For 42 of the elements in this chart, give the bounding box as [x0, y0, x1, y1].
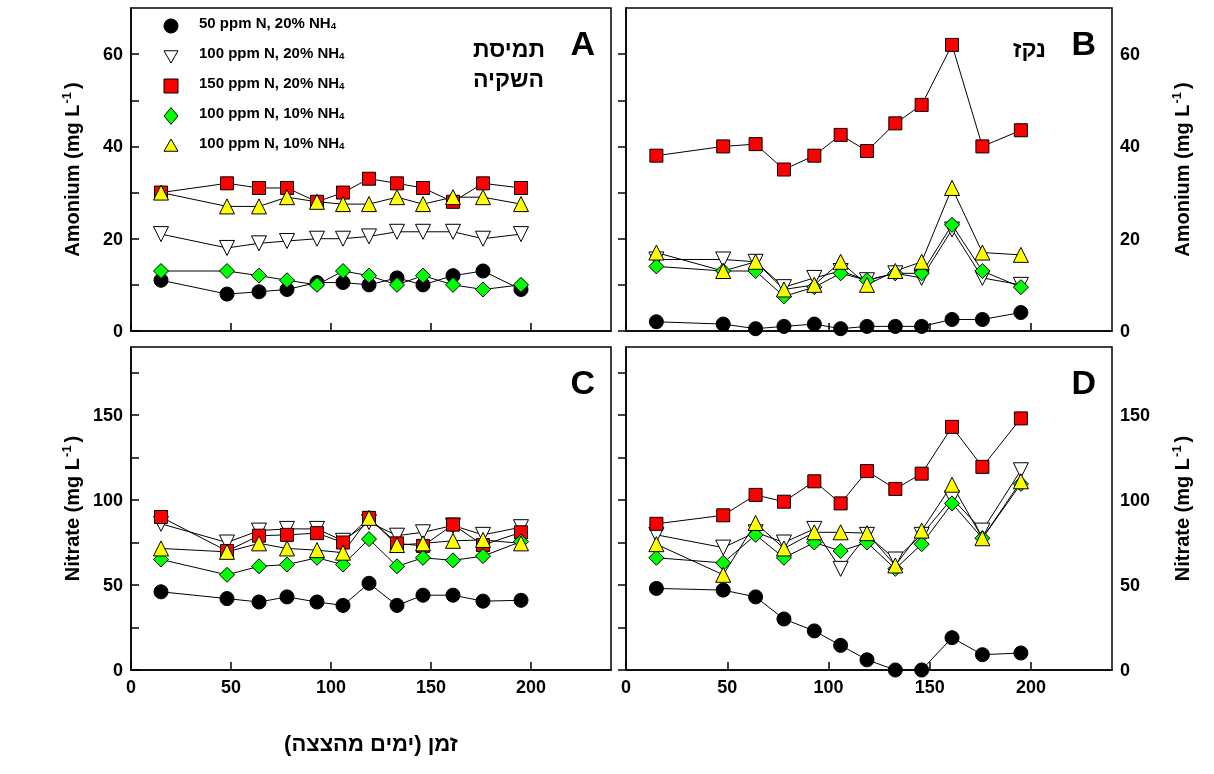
- x-tick-label: 100: [813, 677, 844, 697]
- y-tick-label: 20: [102, 228, 123, 249]
- y2-axis-title: Nitrate (mg L-1): [1169, 435, 1193, 582]
- x-tick-label: 0: [125, 677, 137, 697]
- y2-axis-title: Amonium (mg L-1): [1169, 82, 1193, 257]
- annotation: תמיסת השקיה: [472, 36, 546, 92]
- y-tick-label: 150: [92, 405, 123, 425]
- y-tick-label: 60: [102, 44, 123, 65]
- y2-tick-label: 50: [1120, 575, 1141, 595]
- x-tick-label: 150: [914, 677, 945, 697]
- x-tick-label: 150: [415, 677, 447, 697]
- y2-tick-label: 100: [1120, 490, 1151, 510]
- annotation: A: [570, 24, 596, 62]
- annotation: B: [1071, 24, 1097, 62]
- y2-tick-label: 20: [1120, 228, 1141, 249]
- y-tick-label: 100: [92, 490, 123, 510]
- x-tick-label: 0: [620, 677, 632, 697]
- y-axis-title: Amonium (mg L-1): [59, 82, 83, 257]
- y2-tick-label: 150: [1120, 405, 1151, 425]
- y-tick-label: 50: [102, 575, 123, 595]
- annotation: D: [1071, 363, 1097, 401]
- y2-tick-label: 40: [1120, 136, 1141, 157]
- x-tick-label: 100: [315, 677, 347, 697]
- y2-tick-label: 0: [1120, 321, 1131, 341]
- y2-tick-label: 0: [1120, 660, 1131, 680]
- x-tick-label: 200: [1015, 677, 1047, 697]
- annotation: נקז: [1013, 36, 1047, 62]
- legend-label: 50 ppm N, 20% NH4: [199, 14, 337, 32]
- y2-tick-label: 60: [1120, 44, 1141, 65]
- y-tick-label: 40: [102, 136, 123, 157]
- y-tick-label: 0: [112, 660, 123, 680]
- x-tick-label: 50: [220, 677, 242, 697]
- legend-label: 100 ppm N, 10% NH4: [199, 104, 346, 122]
- x-axis-title: זמן (ימים מהצצה): [284, 730, 458, 756]
- x-tick-label: 50: [717, 677, 738, 697]
- y-axis-title: Nitrate (mg L-1): [59, 435, 83, 582]
- legend-label: 150 ppm N, 20% NH4: [199, 74, 346, 92]
- x-tick-label: 200: [515, 677, 547, 697]
- y-tick-label: 0: [112, 321, 123, 341]
- annotation: C: [570, 363, 596, 401]
- legend-label: 100 ppm N, 20% NH4: [199, 44, 346, 62]
- legend-label: 100 ppm N, 10% NH4: [199, 134, 346, 152]
